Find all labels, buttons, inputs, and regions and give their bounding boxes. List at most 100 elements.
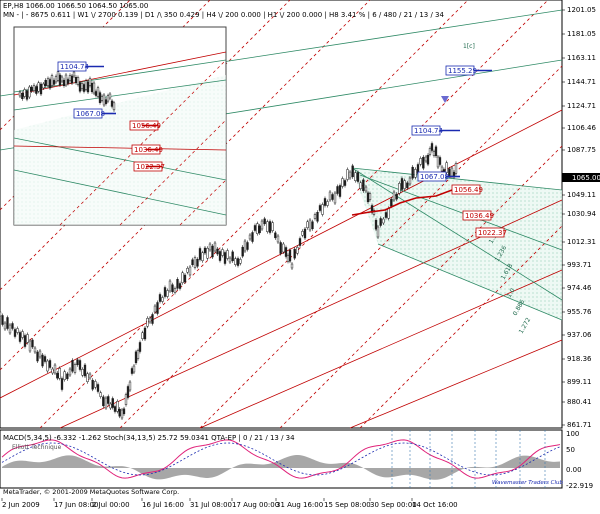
candle <box>86 371 89 384</box>
price-tick-label: 1144.71 <box>567 78 596 86</box>
candle <box>71 358 74 374</box>
candle <box>223 250 227 266</box>
candle <box>181 270 184 285</box>
price-tick-label: 1124.71 <box>567 102 596 110</box>
candle <box>128 380 132 392</box>
candle <box>226 248 229 261</box>
candle <box>384 210 388 220</box>
time-tick-label: 31 Jul 08:00 <box>190 501 232 509</box>
candle <box>211 244 214 259</box>
price-tag: 1036.49 <box>462 210 494 221</box>
candle <box>328 190 332 202</box>
candle <box>271 220 274 233</box>
candle <box>279 240 282 256</box>
candle <box>326 199 329 208</box>
time-tick-label: 2 Jun 2009 <box>2 501 40 509</box>
candle <box>323 196 327 208</box>
candle <box>78 358 82 372</box>
candle <box>241 245 244 259</box>
candle <box>338 183 342 199</box>
candle <box>331 192 334 202</box>
candle <box>0 310 2 318</box>
zoom-inset-panel: 1104.74 1067.08 1056.49 1036.49 1022.37 <box>13 26 227 226</box>
candle <box>118 407 121 419</box>
svg-text:1056.49: 1056.49 <box>454 186 483 194</box>
candle <box>11 321 14 331</box>
candle <box>362 177 365 193</box>
svg-text:1022.37: 1022.37 <box>478 229 507 237</box>
candle <box>41 353 44 368</box>
candle <box>124 392 128 407</box>
wave-marker: 1[c] <box>463 43 475 50</box>
price-tick-label: 880.41 <box>567 398 592 406</box>
candle <box>346 167 349 182</box>
candle <box>398 181 401 196</box>
candle <box>73 362 77 375</box>
candle <box>171 282 174 294</box>
candle <box>94 379 97 390</box>
candle <box>136 348 140 361</box>
candle <box>91 378 94 392</box>
candle <box>104 396 108 410</box>
candle <box>111 396 114 410</box>
time-tick-label: 2 Jul 00:00 <box>92 501 130 509</box>
price-tick-label: 861.71 <box>567 421 592 429</box>
candle <box>430 141 434 153</box>
candle <box>48 358 52 370</box>
candle <box>1 313 4 327</box>
time-axis: 2 Jun 2009 17 Jun 08:002 Jul 00:00 16 Jul … <box>1 498 458 509</box>
candle <box>426 153 430 167</box>
svg-text:1067.08: 1067.08 <box>420 173 449 181</box>
candle <box>183 273 187 284</box>
candle <box>198 246 202 262</box>
candle <box>351 163 354 179</box>
candle <box>221 247 224 258</box>
candle <box>38 349 42 359</box>
current-price-label: 1065.00 <box>572 174 600 182</box>
candle <box>122 406 126 416</box>
candle <box>438 155 442 167</box>
candle <box>266 219 269 234</box>
candle <box>141 330 144 341</box>
ind-scale-0: 0.00 <box>566 466 582 474</box>
price-tick-label: 1030.94 <box>567 210 596 218</box>
candle <box>176 277 179 291</box>
price-tag: 1036.49 <box>131 144 163 155</box>
candle <box>3 321 7 331</box>
candle <box>364 185 368 193</box>
candle <box>153 304 157 314</box>
candle <box>454 161 458 176</box>
time-tick-label: 17 Aug 00:00 <box>232 501 279 509</box>
candle <box>290 262 294 270</box>
candle <box>28 339 32 353</box>
candle <box>343 178 347 188</box>
price-tick-label: 1087.75 <box>567 146 596 154</box>
candle <box>13 327 17 339</box>
candle <box>422 155 425 171</box>
candle <box>146 316 149 329</box>
candle <box>274 230 277 240</box>
candle <box>246 240 249 252</box>
candle <box>148 316 152 324</box>
candle <box>348 170 352 180</box>
price-tick-label: 993.71 <box>567 261 592 269</box>
candle <box>445 160 448 175</box>
candle <box>313 212 317 221</box>
candle <box>368 191 372 202</box>
candle <box>51 367 54 375</box>
candle <box>116 399 119 414</box>
candle <box>206 246 209 261</box>
price-tag: 1022.37 <box>475 227 507 238</box>
candle <box>208 242 212 252</box>
candle <box>134 349 138 365</box>
candle <box>333 191 337 205</box>
candle <box>33 346 37 354</box>
candle <box>173 286 177 295</box>
price-tick-label: 1049.11 <box>567 191 596 199</box>
timeframe-status: MN - | - 8675 0.611 | W1 \/ 2700 0.139 |… <box>3 11 445 19</box>
time-tick-label: 14 Oct 16:00 <box>412 501 458 509</box>
candle <box>316 210 319 224</box>
candle <box>168 279 172 293</box>
